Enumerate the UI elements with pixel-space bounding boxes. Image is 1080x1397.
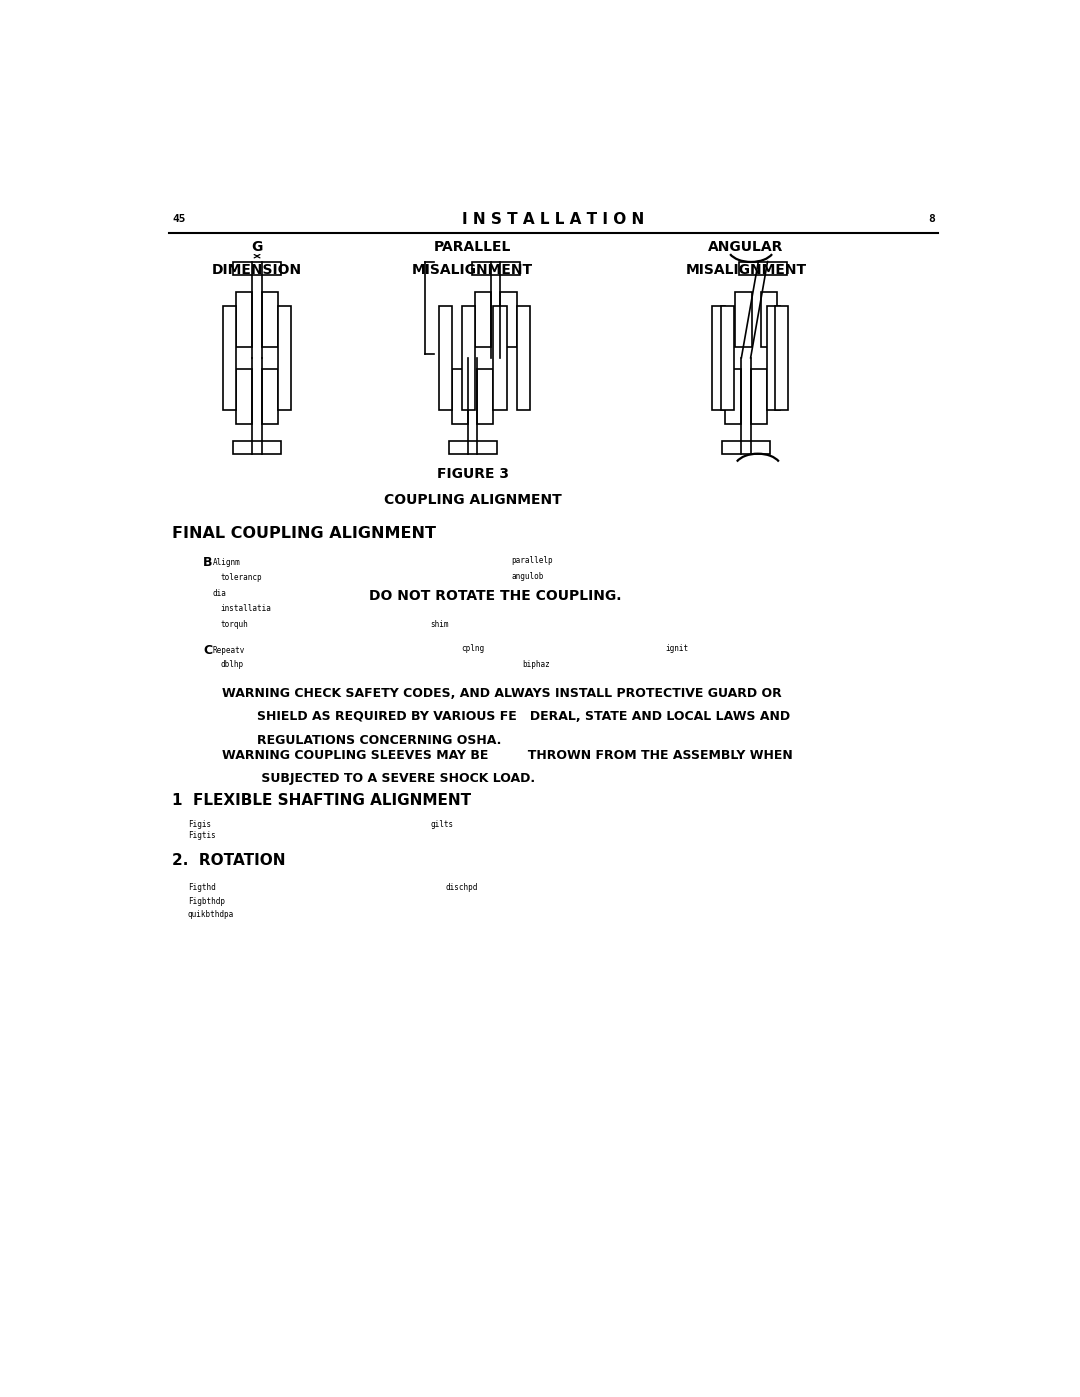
Bar <box>725 369 741 425</box>
Bar <box>767 306 780 409</box>
Text: Figis: Figis <box>188 820 211 828</box>
Text: G: G <box>252 240 262 254</box>
Text: quikbthdpa: quikbthdpa <box>188 909 234 919</box>
Text: Repeatv: Repeatv <box>213 645 245 655</box>
Text: installatia: installatia <box>220 605 271 613</box>
Text: B: B <box>203 556 213 570</box>
Text: ignit: ignit <box>665 644 688 654</box>
Bar <box>449 441 497 454</box>
Bar <box>233 261 281 275</box>
Bar <box>261 369 278 425</box>
Text: FINAL COUPLING ALIGNMENT: FINAL COUPLING ALIGNMENT <box>173 525 436 541</box>
Text: Alignm: Alignm <box>213 557 240 567</box>
Bar <box>760 292 777 346</box>
Text: dblhp: dblhp <box>220 661 243 669</box>
Text: tolerancp: tolerancp <box>220 573 261 583</box>
Text: WARNING CHECK SAFETY CODES, AND ALWAYS INSTALL PROTECTIVE GUARD OR: WARNING CHECK SAFETY CODES, AND ALWAYS I… <box>222 687 782 700</box>
Bar <box>751 369 767 425</box>
Text: PARALLEL: PARALLEL <box>434 240 511 254</box>
Text: 1  FLEXIBLE SHAFTING ALIGNMENT: 1 FLEXIBLE SHAFTING ALIGNMENT <box>173 793 472 807</box>
Text: torquh: torquh <box>220 620 247 629</box>
Bar <box>723 441 770 454</box>
Text: angulob: angulob <box>511 571 543 581</box>
Text: biphaz: biphaz <box>523 661 551 669</box>
Text: WARNING COUPLING SLEEVES MAY BE         THROWN FROM THE ASSEMBLY WHEN: WARNING COUPLING SLEEVES MAY BE THROWN F… <box>222 749 793 761</box>
Bar <box>237 369 253 425</box>
Bar <box>475 292 491 346</box>
Text: dia: dia <box>213 588 227 598</box>
Text: MISALIGNMENT: MISALIGNMENT <box>413 263 534 277</box>
Text: Figbthdp: Figbthdp <box>188 897 225 905</box>
Text: parallelp: parallelp <box>511 556 553 566</box>
Bar <box>233 441 281 454</box>
Text: DO NOT ROTATE THE COUPLING.: DO NOT ROTATE THE COUPLING. <box>368 588 621 604</box>
Bar <box>472 261 519 275</box>
Bar <box>739 261 787 275</box>
Bar <box>477 369 494 425</box>
Text: 8: 8 <box>928 214 934 225</box>
Text: ANGULAR: ANGULAR <box>708 240 784 254</box>
Text: SUBJECTED TO A SEVERE SHOCK LOAD.: SUBJECTED TO A SEVERE SHOCK LOAD. <box>222 773 536 785</box>
Text: cplng: cplng <box>461 644 484 654</box>
Text: REGULATIONS CONCERNING OSHA.: REGULATIONS CONCERNING OSHA. <box>222 733 502 746</box>
Text: MISALIGNMENT: MISALIGNMENT <box>686 263 807 277</box>
Bar <box>494 306 507 409</box>
Text: SHIELD AS REQUIRED BY VARIOUS FE   DERAL, STATE AND LOCAL LAWS AND: SHIELD AS REQUIRED BY VARIOUS FE DERAL, … <box>222 711 791 724</box>
Bar <box>720 306 733 409</box>
Text: 45: 45 <box>173 214 186 225</box>
Bar <box>451 369 468 425</box>
Bar <box>224 306 237 409</box>
Text: FIGURE 3: FIGURE 3 <box>436 467 509 481</box>
Text: shim: shim <box>430 620 449 629</box>
Text: COUPLING ALIGNMENT: COUPLING ALIGNMENT <box>383 493 562 507</box>
Bar <box>735 292 752 346</box>
Bar <box>462 306 475 409</box>
Text: Figtis: Figtis <box>188 831 216 841</box>
Text: 2.  ROTATION: 2. ROTATION <box>173 854 286 868</box>
Bar <box>712 306 725 409</box>
Text: dischpd: dischpd <box>446 883 478 891</box>
Bar <box>516 306 529 409</box>
Text: C: C <box>203 644 213 657</box>
Bar <box>438 306 451 409</box>
Text: DIMENSION: DIMENSION <box>212 263 302 277</box>
Text: Figthd: Figthd <box>188 883 216 891</box>
Text: gilts: gilts <box>430 820 454 828</box>
Bar <box>278 306 291 409</box>
Bar <box>237 292 253 346</box>
Bar <box>500 292 516 346</box>
Text: I N S T A L L A T I O N: I N S T A L L A T I O N <box>462 212 645 226</box>
Bar <box>261 292 278 346</box>
Bar <box>775 306 788 409</box>
